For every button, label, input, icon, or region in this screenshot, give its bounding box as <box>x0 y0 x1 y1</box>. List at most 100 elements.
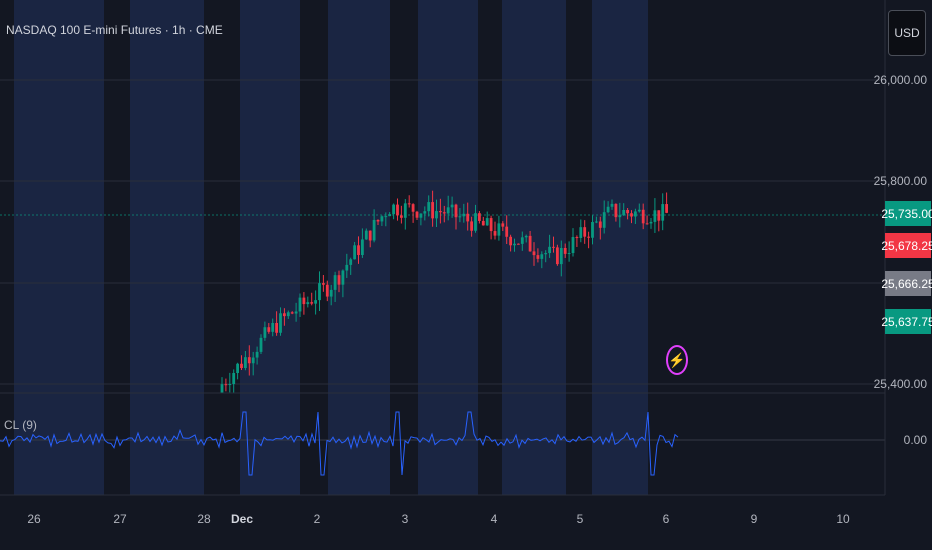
candle-body <box>528 235 532 252</box>
candle-body <box>536 255 540 259</box>
candle-body <box>481 220 485 226</box>
candle-body <box>630 213 633 217</box>
candle-body <box>310 302 314 304</box>
candle-body <box>279 313 282 333</box>
session-band <box>418 0 478 495</box>
candle-body <box>579 227 583 239</box>
candle-body <box>439 211 442 213</box>
candle-body <box>653 210 657 222</box>
candle-body <box>509 236 512 246</box>
indicator-zero-label: 0.00 <box>903 433 927 447</box>
candle-body <box>400 215 403 218</box>
candle-body <box>275 323 278 333</box>
candle-body <box>454 204 458 218</box>
candle-body <box>329 289 333 297</box>
candle-body <box>661 204 665 221</box>
last-price-tag: 25,735.00 <box>881 201 932 226</box>
candle-body <box>517 243 520 245</box>
candle-body <box>236 363 239 374</box>
candle-body <box>255 351 259 358</box>
candle-body <box>591 222 594 238</box>
grid-lines <box>0 79 885 385</box>
candle-body <box>431 202 434 219</box>
candle-body <box>423 211 427 214</box>
price-tag-gray: 25,666.25 <box>881 271 932 296</box>
indicator-label[interactable]: CL (9) <box>4 418 37 432</box>
candle-body <box>641 209 645 224</box>
candle-body <box>259 337 263 352</box>
candle-body <box>571 237 575 254</box>
candle-body <box>462 213 466 217</box>
candle-body <box>302 297 306 305</box>
candle-body <box>372 219 376 241</box>
date-label-28: 28 <box>197 512 211 526</box>
candle-body <box>376 219 380 222</box>
candle-body <box>306 302 310 305</box>
candle-body <box>567 253 571 255</box>
candle-body <box>427 202 431 212</box>
candle-body <box>520 237 524 244</box>
candle-body <box>505 226 509 237</box>
candle-body <box>622 209 626 216</box>
candle-body <box>247 357 251 364</box>
currency-button[interactable]: USD <box>888 10 926 56</box>
candle-body <box>598 221 602 228</box>
candle-body <box>364 230 368 240</box>
candle-body <box>493 231 497 236</box>
candle-body <box>626 209 629 214</box>
candle-body <box>251 357 255 364</box>
candle-body <box>474 213 477 231</box>
session-band <box>240 0 300 495</box>
date-label-2: 2 <box>313 512 321 526</box>
candle-body <box>563 247 567 254</box>
date-label-4: 4 <box>490 512 498 526</box>
candle-body <box>290 312 294 314</box>
candle-body <box>267 327 271 332</box>
date-label-3: 3 <box>401 512 409 526</box>
candle-body <box>606 206 610 213</box>
candle-body <box>497 223 501 236</box>
candle-body <box>575 237 579 239</box>
candle-body <box>220 384 224 393</box>
candle-body <box>587 236 590 238</box>
candle-body <box>318 283 321 301</box>
candle-body <box>357 245 360 256</box>
candle-body <box>380 216 384 222</box>
candle-body <box>657 210 661 221</box>
date-label-26: 26 <box>27 512 41 526</box>
candle-body <box>466 213 470 222</box>
candle-body <box>637 209 641 212</box>
candle-body <box>325 284 329 297</box>
lightning-icon[interactable]: ⚡ <box>666 345 688 375</box>
session-band <box>14 0 104 495</box>
candle-body <box>618 215 622 218</box>
candle-body <box>446 207 450 214</box>
candle-body <box>333 275 337 290</box>
date-label-5: 5 <box>576 512 584 526</box>
candle-body <box>556 247 559 265</box>
date-label-dec: Dec <box>230 512 254 526</box>
candle-body <box>610 203 614 207</box>
candle-body <box>232 373 236 385</box>
date-label-27: 27 <box>113 512 127 526</box>
date-label-6: 6 <box>662 512 670 526</box>
candle-body <box>298 297 302 312</box>
candle-body <box>392 204 395 215</box>
candle-body <box>314 300 317 304</box>
symbol-title[interactable]: NASDAQ 100 E-mini Futures · 1h · CME <box>6 23 223 37</box>
candle-body <box>470 221 473 231</box>
candle-body <box>419 213 423 218</box>
candle-body <box>552 246 555 248</box>
candle-body <box>263 327 267 338</box>
candle-body <box>435 211 438 219</box>
date-label-10: 10 <box>836 512 850 526</box>
candle-body <box>384 216 388 218</box>
date-label-9: 9 <box>750 512 758 526</box>
price-tag-red: 25,678.25 <box>881 233 932 258</box>
candle-body <box>485 218 489 226</box>
candle-body <box>548 246 551 254</box>
candle-body <box>228 384 232 386</box>
candle-body <box>361 239 364 256</box>
candle-body <box>224 384 228 386</box>
